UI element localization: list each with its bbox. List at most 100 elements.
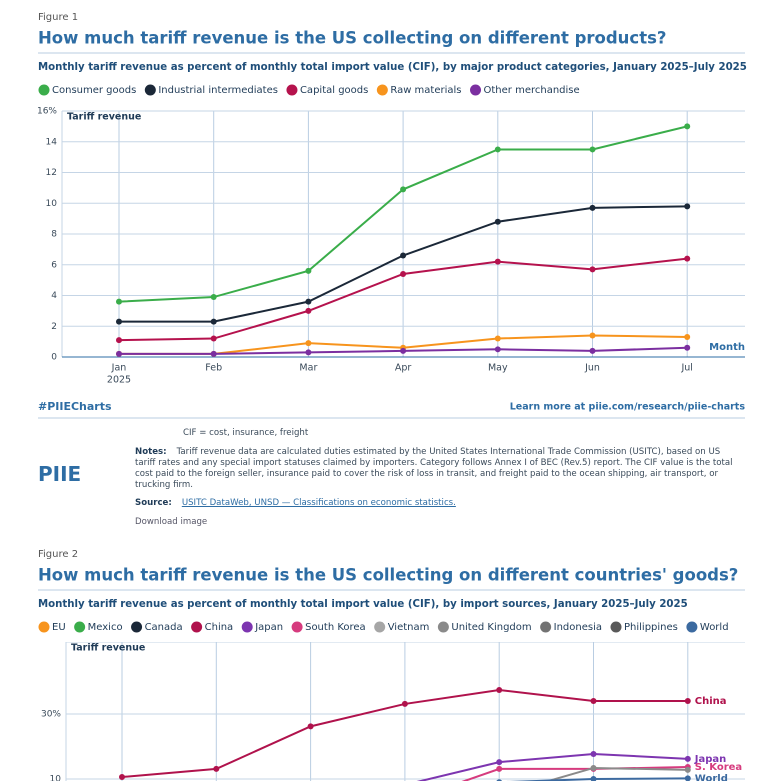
point xyxy=(590,750,597,757)
point xyxy=(116,350,122,357)
point xyxy=(494,335,501,342)
legend-swatch xyxy=(470,84,482,96)
legend-swatch xyxy=(144,84,156,96)
source-label: Source: xyxy=(135,498,172,508)
chart-title: How much tariff revenue is the US collec… xyxy=(38,29,667,48)
x-sublabel: 2025 xyxy=(107,375,131,386)
legend-swatch xyxy=(686,621,698,633)
x-tick-label: Jul xyxy=(680,363,692,374)
point xyxy=(496,759,503,766)
plot xyxy=(61,110,745,358)
point xyxy=(590,698,597,704)
legend-swatch xyxy=(437,621,449,633)
point xyxy=(400,347,407,354)
chart-subtitle: Monthly tariff revenue as percent of mon… xyxy=(38,599,688,610)
y-tick-label: 12 xyxy=(46,168,57,178)
source-link[interactable]: USITC DataWeb, UNSD — Classifications on… xyxy=(181,498,456,508)
point xyxy=(494,146,501,153)
point xyxy=(589,347,596,354)
point xyxy=(684,123,691,130)
point xyxy=(684,698,691,704)
legend-swatch xyxy=(38,84,50,96)
legend-label: Mexico xyxy=(88,622,123,633)
legend-label: Consumer goods xyxy=(52,85,136,96)
legend-swatch xyxy=(74,621,86,633)
point xyxy=(305,349,312,356)
legend-swatch xyxy=(131,621,143,633)
point xyxy=(589,266,596,273)
legend-label: EU xyxy=(52,622,66,633)
legend-label: Industrial intermediates xyxy=(158,85,278,96)
legend-label: Canada xyxy=(145,622,183,633)
legend-swatch xyxy=(286,84,298,96)
x-tick-label: May xyxy=(488,363,508,374)
legend-swatch xyxy=(191,621,203,633)
point xyxy=(213,765,220,772)
legend-label: Philippines xyxy=(624,622,678,633)
point xyxy=(305,340,312,347)
point xyxy=(116,298,122,305)
point xyxy=(590,776,597,781)
point xyxy=(210,294,217,301)
legend-swatch xyxy=(374,621,386,633)
legend-swatch xyxy=(241,621,253,633)
point xyxy=(400,252,407,259)
point xyxy=(210,350,217,357)
point xyxy=(684,344,691,351)
x-tick-label: Feb xyxy=(205,363,222,374)
learn-more: Learn more at piie.com/research/piie-cha… xyxy=(510,402,746,413)
figure-label: Figure 2 xyxy=(38,549,78,560)
y-axis-label: Tariff revenue xyxy=(67,112,141,123)
y-axis-label: Tariff revenue xyxy=(71,643,145,654)
point xyxy=(589,146,596,153)
x-tick-label: Mar xyxy=(299,363,317,374)
point xyxy=(496,765,503,772)
y-tick-label: 4 xyxy=(51,291,57,301)
legend-swatch xyxy=(38,621,50,633)
x-tick-label: Apr xyxy=(395,363,412,374)
chart-title: How much tariff revenue is the US collec… xyxy=(38,566,738,585)
legend-label: Capital goods xyxy=(300,85,368,96)
y-tick-label: 30% xyxy=(41,710,61,720)
point xyxy=(496,686,503,693)
notes: Notes: Tariff revenue data are calculated… xyxy=(135,447,735,491)
point xyxy=(684,203,691,210)
point xyxy=(494,346,501,353)
chart-subtitle: Monthly tariff revenue as percent of mon… xyxy=(38,62,747,73)
cif-note: CIF = cost, insurance, freight xyxy=(183,428,309,438)
notes-label: Notes: xyxy=(135,447,167,457)
legend-label: World xyxy=(700,622,729,633)
point xyxy=(210,318,217,325)
notes-text: Tariff revenue data are calculated dutie… xyxy=(135,447,733,490)
legend-label: China xyxy=(205,622,234,633)
point xyxy=(400,186,407,193)
point xyxy=(307,723,314,730)
point xyxy=(119,774,125,781)
point xyxy=(684,255,691,262)
point xyxy=(400,270,407,277)
legend-label: South Korea xyxy=(305,622,366,633)
y-tick-label: 10 xyxy=(50,775,62,781)
end-label: S. Korea xyxy=(695,762,742,773)
y-tick-label: 16% xyxy=(37,107,57,117)
point xyxy=(116,318,122,325)
point xyxy=(494,258,501,265)
y-tick-label: 6 xyxy=(51,260,57,270)
point xyxy=(401,700,408,707)
hashtag: #PIIECharts xyxy=(38,400,112,413)
download-link[interactable]: Download image xyxy=(135,517,208,527)
legend-label: Other merchandise xyxy=(484,85,580,96)
y-tick-label: 0 xyxy=(51,353,57,363)
legend-label: Indonesia xyxy=(554,622,602,633)
legend-swatch xyxy=(291,621,303,633)
legend-swatch xyxy=(540,621,552,633)
logo: PIIE xyxy=(38,462,82,486)
end-label: Japan xyxy=(694,754,727,765)
legend-label: United Kingdom xyxy=(451,622,531,633)
legend-label: Raw materials xyxy=(390,85,461,96)
end-label: China xyxy=(695,696,727,707)
end-label: World xyxy=(695,773,728,781)
point xyxy=(590,764,597,771)
